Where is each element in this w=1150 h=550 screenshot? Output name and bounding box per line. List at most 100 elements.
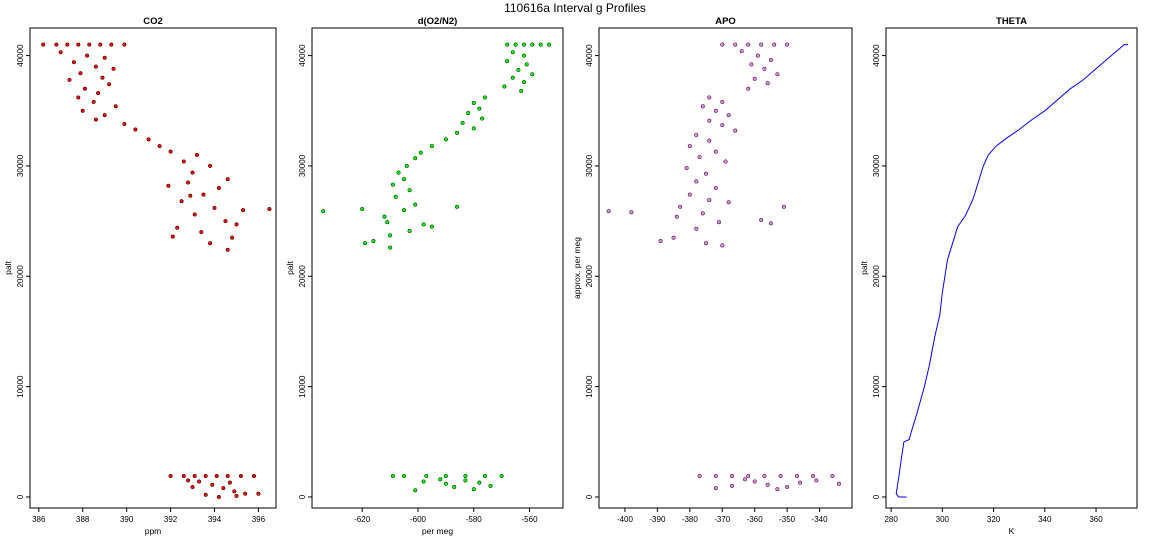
data-point	[413, 202, 418, 207]
data-point	[418, 150, 423, 155]
data-point	[746, 86, 751, 91]
data-point	[109, 42, 114, 47]
x-tick-label: 388	[76, 515, 90, 524]
data-point	[133, 127, 138, 132]
data-point	[720, 123, 725, 128]
data-point	[186, 478, 191, 483]
data-point	[707, 95, 712, 100]
data-point	[713, 185, 718, 191]
data-point	[547, 42, 552, 47]
data-point	[762, 473, 767, 479]
y-tick-label: 20000	[585, 265, 594, 288]
data-point	[192, 473, 197, 479]
data-point	[401, 208, 407, 213]
y-tick-label: 30000	[16, 154, 25, 177]
x-tick-label: -580	[466, 515, 483, 524]
plot-frame	[311, 27, 564, 509]
y-tick-label: 10000	[585, 375, 594, 398]
data-point	[212, 205, 217, 210]
data-point	[210, 482, 215, 487]
data-point	[471, 100, 476, 106]
data-point	[746, 473, 751, 479]
data-point	[362, 241, 368, 246]
data-point	[746, 42, 751, 47]
data-point	[510, 50, 515, 55]
panel-title: THETA	[996, 16, 1027, 27]
data-point	[223, 219, 228, 224]
x-tick-label: -340	[812, 515, 829, 524]
data-point	[726, 200, 731, 205]
data-point	[606, 209, 611, 214]
data-point	[93, 117, 98, 122]
data-point	[733, 42, 738, 47]
data-point	[413, 156, 418, 161]
data-point	[80, 108, 85, 113]
data-point	[122, 42, 127, 47]
x-tick-label: -390	[649, 515, 666, 524]
data-point	[697, 473, 702, 479]
data-point	[443, 137, 448, 142]
data-point	[208, 163, 213, 168]
data-point	[700, 104, 705, 109]
data-point	[429, 224, 434, 229]
data-point	[697, 155, 702, 160]
data-point	[720, 42, 725, 47]
data-point	[729, 473, 735, 479]
data-point	[98, 42, 103, 47]
data-point	[762, 66, 767, 71]
data-point	[755, 53, 760, 58]
data-point	[192, 212, 197, 217]
y-tick-label: 40000	[16, 44, 25, 67]
data-point	[360, 206, 365, 212]
data-point	[713, 108, 718, 113]
y-tick-label: 10000	[16, 375, 25, 398]
data-point	[678, 204, 683, 209]
data-point	[674, 214, 679, 219]
x-axis-label: K	[1009, 526, 1015, 536]
data-point	[216, 494, 221, 500]
data-point	[694, 226, 699, 231]
data-point	[502, 84, 507, 89]
data-point	[251, 473, 257, 479]
data-point	[76, 95, 81, 100]
data-point	[720, 243, 725, 248]
data-point	[768, 57, 773, 63]
data-point	[421, 479, 426, 484]
data-point	[538, 42, 543, 47]
data-point	[168, 149, 173, 154]
data-point	[85, 53, 90, 58]
data-point	[216, 185, 221, 191]
y-axis-label: palt	[285, 261, 295, 275]
data-point	[516, 67, 521, 72]
data-point	[93, 64, 98, 69]
data-point	[267, 206, 272, 212]
data-point	[232, 489, 237, 494]
data-point	[203, 492, 208, 497]
x-axis-label: ppm	[145, 526, 162, 536]
data-point	[82, 86, 87, 91]
x-axis-label: per meg	[422, 526, 453, 536]
data-point	[700, 211, 705, 216]
data-point	[230, 235, 235, 240]
data-point	[225, 177, 230, 182]
y-tick-label: 40000	[585, 44, 594, 67]
data-point	[798, 480, 803, 485]
data-point	[513, 42, 518, 47]
data-point	[510, 75, 515, 80]
x-tick-label: -380	[682, 515, 699, 524]
data-point	[385, 220, 390, 225]
data-point	[168, 473, 173, 479]
data-point	[225, 473, 230, 479]
data-point	[811, 473, 816, 479]
data-point	[197, 479, 202, 484]
data-point	[768, 221, 773, 226]
data-point	[438, 477, 443, 482]
data-point	[814, 478, 819, 483]
data-point	[421, 222, 426, 227]
y-tick-label: 0	[872, 494, 881, 499]
data-point	[463, 473, 468, 479]
panel-title: APO	[715, 16, 736, 27]
plot-frame	[598, 27, 853, 509]
data-point	[401, 177, 407, 182]
data-point	[454, 204, 460, 209]
